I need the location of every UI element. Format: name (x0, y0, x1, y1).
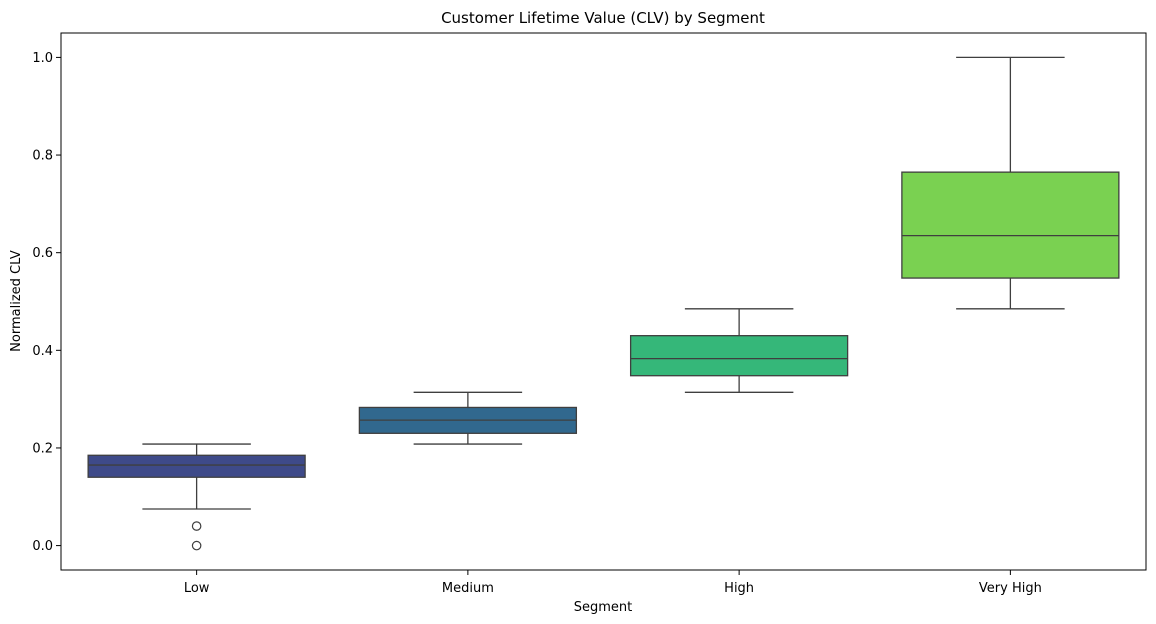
plot-frame (60, 32, 1147, 571)
box-low (87, 454, 306, 478)
y-tick-label: 0.2 (32, 441, 53, 456)
box-very-high (901, 171, 1120, 279)
y-tick-label: 0.4 (32, 344, 53, 359)
box-group-low (87, 443, 306, 551)
x-tick-label: Medium (442, 581, 494, 596)
x-axis: Low Medium High Very High (184, 570, 1042, 596)
outlier-low-0 (191, 521, 202, 531)
y-tick-label: 0.0 (32, 539, 53, 554)
y-axis: 0.0 0.2 0.4 0.6 0.8 1.0 (32, 51, 61, 554)
y-tick-label: 0.8 (32, 149, 53, 164)
y-tick-label: 0.6 (32, 246, 53, 261)
box-high (629, 335, 849, 377)
y-axis-label: Normalized CLV (9, 250, 24, 352)
x-axis-label: Segment (574, 600, 633, 615)
y-tick-label: 1.0 (32, 51, 53, 66)
outlier-low-1 (191, 540, 202, 551)
box-group-high (629, 308, 849, 393)
x-tick-label: Low (184, 581, 210, 596)
box-group-very-high (901, 56, 1120, 310)
chart-title: Customer Lifetime Value (CLV) by Segment (441, 9, 765, 27)
box-group-medium (358, 391, 578, 445)
x-tick-label: Very High (979, 581, 1042, 596)
plot-area (87, 56, 1120, 551)
x-tick-label: High (724, 581, 754, 596)
